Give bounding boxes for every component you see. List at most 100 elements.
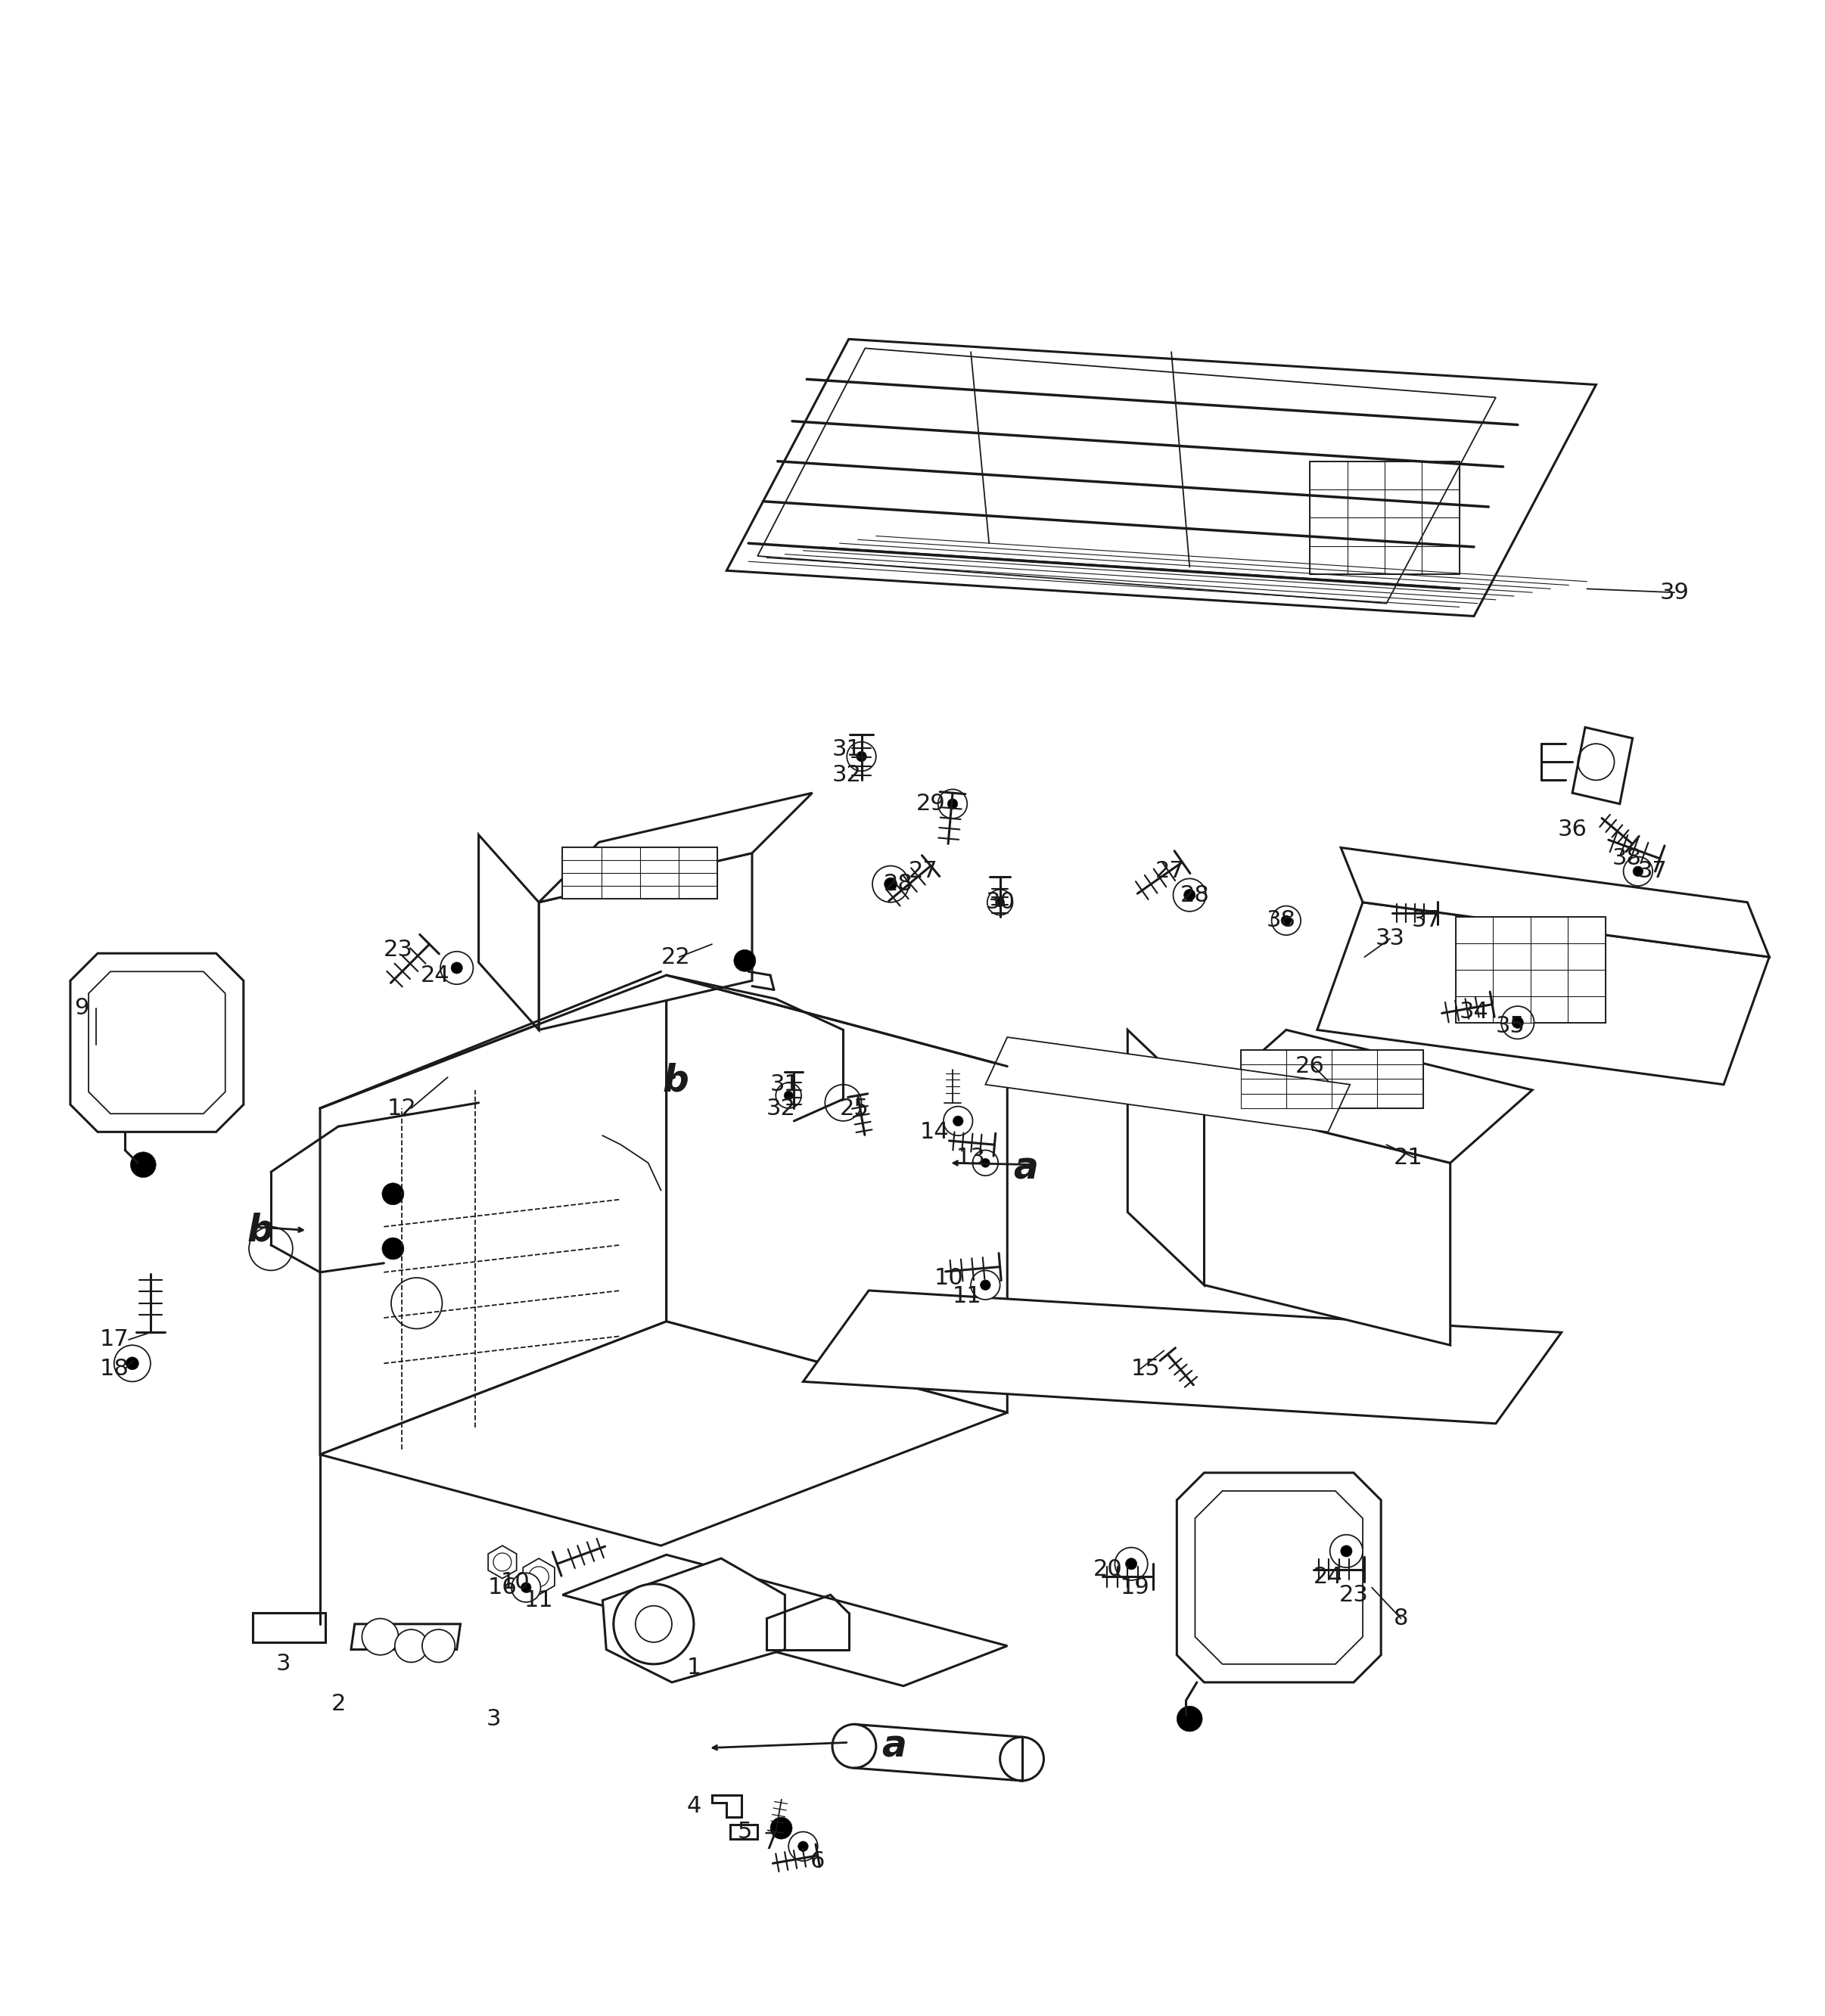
- Circle shape: [872, 865, 909, 903]
- Polygon shape: [71, 954, 243, 1131]
- Circle shape: [1633, 867, 1642, 877]
- Circle shape: [785, 1091, 794, 1101]
- Circle shape: [520, 1583, 531, 1593]
- Circle shape: [451, 962, 462, 974]
- Polygon shape: [319, 976, 666, 1454]
- Text: 37: 37: [1413, 909, 1442, 931]
- Text: 23: 23: [1340, 1585, 1369, 1607]
- Text: 39: 39: [1659, 581, 1690, 603]
- Polygon shape: [712, 1796, 741, 1816]
- Text: 24: 24: [420, 964, 449, 986]
- Text: 32: 32: [766, 1097, 796, 1119]
- Text: 20: 20: [1093, 1558, 1122, 1581]
- Text: 21: 21: [1394, 1147, 1424, 1169]
- Text: b: b: [246, 1212, 274, 1248]
- Text: 38: 38: [1611, 847, 1642, 869]
- Polygon shape: [803, 1290, 1562, 1423]
- Circle shape: [856, 752, 867, 762]
- Text: 12: 12: [387, 1097, 416, 1119]
- Text: 7: 7: [763, 1833, 777, 1853]
- Polygon shape: [487, 1546, 516, 1579]
- Text: 28: 28: [883, 873, 912, 895]
- Polygon shape: [602, 1558, 785, 1681]
- Text: 24: 24: [1314, 1566, 1343, 1587]
- Text: 10: 10: [500, 1570, 529, 1593]
- Text: 31: 31: [770, 1075, 799, 1095]
- Circle shape: [394, 1629, 427, 1663]
- Polygon shape: [666, 976, 1007, 1413]
- Text: 33: 33: [1376, 927, 1405, 950]
- Circle shape: [361, 1619, 398, 1655]
- Polygon shape: [1204, 1103, 1451, 1345]
- Circle shape: [982, 1159, 989, 1167]
- Text: 1: 1: [686, 1657, 701, 1679]
- Polygon shape: [1241, 1050, 1424, 1109]
- Circle shape: [1511, 1016, 1524, 1028]
- Polygon shape: [562, 1554, 1007, 1685]
- Text: 11: 11: [524, 1589, 553, 1611]
- Circle shape: [847, 742, 876, 770]
- Circle shape: [1115, 1548, 1148, 1581]
- Text: 14: 14: [920, 1121, 949, 1143]
- Circle shape: [944, 1107, 973, 1135]
- Polygon shape: [1456, 917, 1606, 1022]
- Circle shape: [422, 1629, 454, 1663]
- Text: 13: 13: [956, 1147, 986, 1169]
- Text: 23: 23: [383, 939, 412, 962]
- Polygon shape: [538, 853, 752, 1030]
- Circle shape: [613, 1585, 693, 1663]
- Circle shape: [511, 1572, 540, 1603]
- Circle shape: [381, 1238, 403, 1260]
- Circle shape: [947, 798, 958, 808]
- Circle shape: [973, 1151, 998, 1175]
- Circle shape: [440, 952, 473, 984]
- Circle shape: [788, 1833, 818, 1861]
- Circle shape: [1624, 857, 1653, 885]
- Text: 16: 16: [487, 1577, 516, 1599]
- Text: 25: 25: [840, 1097, 869, 1119]
- Text: a: a: [1013, 1151, 1038, 1187]
- Circle shape: [381, 1183, 403, 1206]
- Text: b: b: [662, 1062, 688, 1099]
- Text: 37: 37: [1637, 861, 1668, 883]
- Circle shape: [1177, 1706, 1203, 1732]
- Polygon shape: [350, 1625, 460, 1649]
- Circle shape: [938, 790, 967, 818]
- Circle shape: [776, 1083, 801, 1109]
- Polygon shape: [478, 835, 538, 1030]
- Circle shape: [1272, 905, 1301, 935]
- Circle shape: [635, 1607, 672, 1643]
- Text: a: a: [881, 1728, 907, 1764]
- Text: 9: 9: [75, 998, 89, 1018]
- Circle shape: [971, 1270, 1000, 1300]
- Circle shape: [987, 889, 1013, 915]
- Polygon shape: [1310, 462, 1460, 575]
- Text: 35: 35: [1496, 1016, 1526, 1036]
- Text: 28: 28: [1181, 885, 1210, 905]
- Polygon shape: [726, 339, 1597, 617]
- Circle shape: [1330, 1534, 1363, 1568]
- Text: 29: 29: [916, 792, 945, 814]
- Polygon shape: [1341, 847, 1768, 958]
- Text: 10: 10: [934, 1266, 964, 1288]
- Text: 3: 3: [276, 1653, 290, 1675]
- Polygon shape: [986, 1036, 1350, 1131]
- Polygon shape: [538, 792, 812, 903]
- Circle shape: [1281, 915, 1292, 925]
- Text: 30: 30: [986, 891, 1015, 913]
- Circle shape: [115, 1345, 150, 1381]
- Polygon shape: [319, 1320, 1007, 1546]
- Circle shape: [885, 877, 898, 891]
- Text: 32: 32: [832, 764, 861, 786]
- Circle shape: [1000, 1738, 1044, 1780]
- Text: 11: 11: [953, 1284, 982, 1306]
- Polygon shape: [1128, 1030, 1204, 1284]
- Text: 5: 5: [737, 1820, 752, 1843]
- Polygon shape: [1573, 728, 1633, 804]
- Text: 36: 36: [1559, 818, 1588, 841]
- Text: 6: 6: [810, 1851, 825, 1873]
- Polygon shape: [524, 1558, 555, 1595]
- Circle shape: [980, 1280, 991, 1290]
- Text: 19: 19: [1121, 1577, 1150, 1599]
- Polygon shape: [1177, 1474, 1382, 1681]
